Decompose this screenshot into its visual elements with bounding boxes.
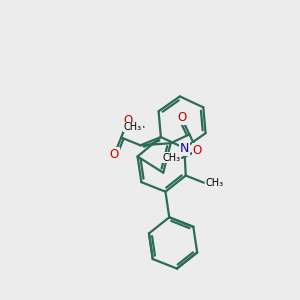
Text: O: O (193, 144, 202, 157)
Text: CH₃: CH₃ (205, 178, 224, 188)
Text: O: O (123, 114, 133, 127)
Text: O: O (110, 148, 119, 161)
Text: CH₃: CH₃ (124, 122, 142, 132)
Text: CH₃: CH₃ (162, 153, 181, 163)
Text: O: O (177, 112, 186, 124)
Text: N: N (180, 142, 189, 154)
